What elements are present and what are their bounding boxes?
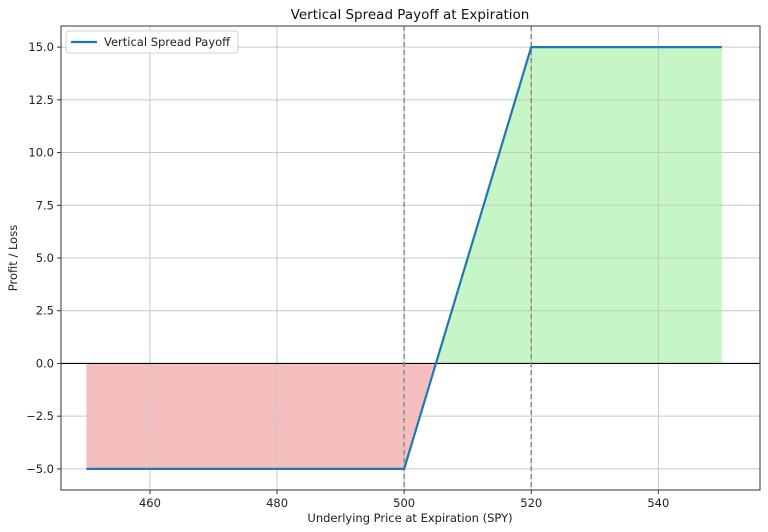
chart-title: Vertical Spread Payoff at Expiration bbox=[291, 7, 530, 23]
x-tick-label: 540 bbox=[647, 496, 669, 510]
y-tick-label: 0.0 bbox=[36, 356, 54, 370]
y-tick-label: 12.5 bbox=[28, 93, 54, 107]
legend-box bbox=[65, 30, 239, 54]
y-tick-label: 7.5 bbox=[36, 198, 54, 212]
y-tick-label: 15.0 bbox=[28, 40, 54, 54]
legend-label: Vertical Spread Payoff bbox=[104, 35, 231, 49]
y-tick-label: 5.0 bbox=[36, 251, 54, 265]
y-tick-label: 2.5 bbox=[36, 304, 54, 318]
x-axis-ticks: 460 480 500 520 540 bbox=[139, 490, 669, 510]
y-axis-label: Profit / Loss bbox=[6, 225, 20, 291]
x-axis-label: Underlying Price at Expiration (SPY) bbox=[307, 511, 512, 525]
y-axis-ticks: −5.0 −2.5 0.0 2.5 5.0 7.5 10.0 12.5 15.0 bbox=[26, 40, 61, 476]
y-tick-label: 10.0 bbox=[28, 146, 54, 160]
x-tick-label: 520 bbox=[520, 496, 542, 510]
x-tick-label: 500 bbox=[393, 496, 415, 510]
legend: Vertical Spread Payoff bbox=[65, 30, 239, 54]
payoff-series bbox=[86, 45, 722, 471]
strike-lines bbox=[403, 26, 532, 490]
x-tick-label: 480 bbox=[266, 496, 288, 510]
plot-area bbox=[60, 25, 761, 491]
y-tick-label: −2.5 bbox=[26, 409, 54, 423]
x-tick-label: 460 bbox=[139, 496, 161, 510]
y-tick-label: −5.0 bbox=[26, 462, 54, 476]
payoff-line bbox=[86, 45, 722, 471]
